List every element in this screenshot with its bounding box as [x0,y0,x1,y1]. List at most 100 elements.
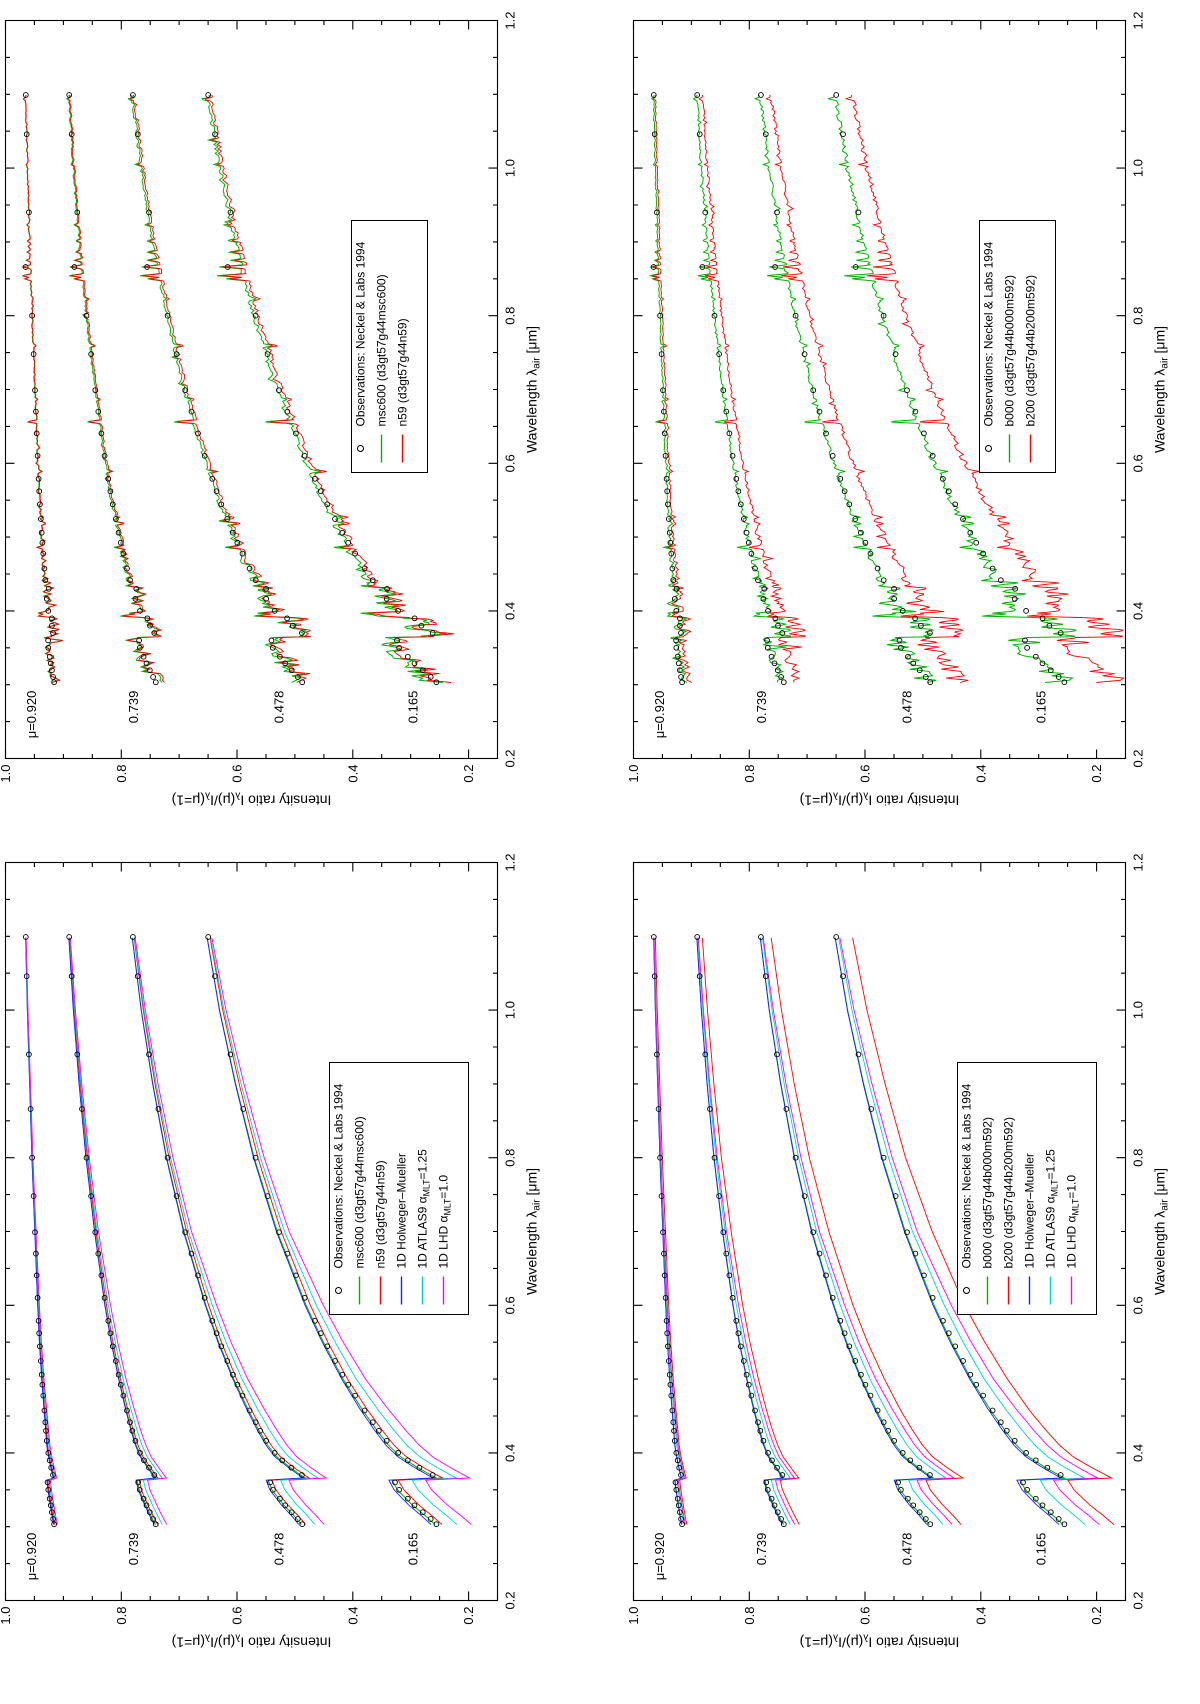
series-b000-mu-0.920 [648,94,688,683]
plot-area [650,934,1115,1528]
series-1d-holweger-mueller-mu-0.920 [25,937,55,1525]
mu-label: μ=0.920 [652,691,667,739]
x-tick-label: 0.2 [503,1591,518,1609]
series-n59-mu-0.920 [25,937,56,1525]
legend: Observations: Neckel & Labs 1994 msc600 (… [351,220,428,473]
series-b200-mu-0.739 [701,937,800,1525]
series-msc600-mu-0.920 [25,937,55,1525]
mu-label: 0.739 [754,1533,769,1566]
series-b000-mu-0.165 [827,94,1077,683]
series-1d-holweger-mueller-mu-0.739 [696,937,784,1525]
legend-label: Observations: Neckel & Labs 1994 [332,1083,346,1268]
plot-frame [4,19,499,760]
series-1d-lhd-mu-0.165 [839,937,1100,1525]
legend-label: Observations: Neckel & Labs 1994 [960,1083,974,1268]
plot-area [20,92,455,686]
series-1d-lhd-mu-0.165 [211,937,472,1525]
obs-circles-mu-0.920 [22,92,57,686]
series-1d-atlas9-mu-0.478 [762,937,948,1525]
series-b200-mu-0.165 [852,937,1115,1525]
panel-spectra-hydro: 0.2 0.4 0.6 0.8 1.0 1.2 0.2 0.4 0.6 0.8 1.0 Wavelen… [0,11,545,811]
x-tick-label: 1.0 [503,1001,518,1019]
series-b200-mu-0.478 [765,94,969,683]
mu-label: 0.478 [271,1533,286,1566]
series-b200-mu-0.920 [650,94,693,683]
legend-circle-symbol [335,1287,342,1294]
series-1d-lhd-mu-0.739 [69,937,168,1525]
legend-circle-symbol [357,445,364,452]
mu-label: 0.739 [126,1533,141,1566]
x-tick-label: 0.2 [503,749,518,767]
mu-label: 0.478 [271,691,286,724]
series-1d-atlas9-mu-0.739 [697,937,792,1525]
series-msc600-mu-0.478 [127,94,307,683]
legend-label: b000 (d3gt57g44b000m592) [1003,275,1017,426]
y-tick-label: 0.8 [742,765,757,783]
x-tick-label: 0.2 [1131,1591,1146,1609]
y-axis-label: Intensity ratio Iλ(μ)/Iλ(μ=1) [172,1631,332,1650]
legend-label: msc600 (d3gt57g44msc600) [375,274,389,426]
legend-label: 1D ATLAS9 αMLT=1.25 [1044,1149,1060,1269]
series-b000-mu-0.739 [692,94,792,683]
series-n59-mu-0.739 [66,94,165,683]
obs-circles-mu-0.478 [758,92,934,686]
series-1d-holweger-mueller-mu-0.920 [653,937,683,1525]
legend: Observations: Neckel & Labs 1994 b000 (d3… [957,1062,1097,1315]
obs-circles-mu-0.739 [694,934,787,1528]
legend-label: n59 (d3gt57g44n59) [396,318,410,426]
y-tick-label: 1.0 [0,765,13,783]
series-1d-holweger-mueller-mu-0.739 [68,937,156,1525]
legend-circle-symbol [963,1287,970,1294]
x-axis-label: Wavelength λair [μm] [1152,326,1171,453]
series-1d-atlas9-mu-0.165 [210,937,459,1525]
mu-label: 0.165 [1034,691,1049,724]
series-1d-lhd-mu-0.478 [134,937,328,1525]
plot-area [648,92,1125,686]
obs-circles-mu-0.739 [66,934,159,1528]
chart-svg-continuum-hydro: 0.2 0.4 0.6 0.8 1.0 1.2 0.2 0.4 0.6 0.8 1.0 Wavelen… [0,853,543,1650]
y-tick-label: 0.2 [461,765,476,783]
y-tick-label: 1.0 [628,765,642,783]
legend: Observations: Neckel & Labs 1994 msc600 (… [329,1062,469,1315]
axis-tick-labels: 0.2 0.4 0.6 0.8 1.0 1.2 0.2 0.4 0.6 0.8 1.0 [626,853,1146,1625]
series-n59-mu-0.478 [133,937,311,1525]
y-tick-label: 0.4 [973,765,988,783]
chart-svg-continuum-magnetic: 0.2 0.4 0.6 0.8 1.0 1.2 0.2 0.4 0.6 0.8 1.0 Wavelen… [626,853,1171,1650]
y-tick-label: 0.6 [858,1607,873,1625]
series-1d-holweger-mueller-mu-0.165 [834,937,1063,1525]
mu-label: 0.739 [754,691,769,724]
legend-label: 1D ATLAS9 αMLT=1.25 [416,1149,432,1269]
x-tick-label: 1.2 [503,853,518,871]
mu-label: μ=0.920 [24,691,39,739]
series-1d-atlas9-mu-0.920 [25,937,57,1525]
series-msc600-mu-0.165 [201,94,447,683]
mu-label: 0.739 [126,691,141,724]
mu-label: 0.165 [1034,1533,1049,1566]
obs-circles-mu-0.920 [650,92,685,686]
legend-label: b200 (d3gt57g44b200m592) [1002,1117,1016,1268]
series-b200-mu-0.478 [770,937,965,1525]
obs-circles-mu-0.478 [758,934,934,1528]
x-axis-label: Wavelength λair [μm] [1152,1168,1171,1295]
plot-area [22,934,472,1528]
y-tick-label: 0.2 [1089,1607,1104,1625]
legend-label: Observations: Neckel & Labs 1994 [982,241,996,426]
series-1d-atlas9-mu-0.920 [653,937,685,1525]
obs-circles-mu-0.739 [66,92,159,686]
y-tick-label: 0.8 [742,1607,757,1625]
series-b200-mu-0.165 [844,94,1125,683]
y-axis-label: Intensity ratio Iλ(μ)/Iλ(μ=1) [800,789,960,808]
obs-circles-mu-0.165 [205,92,440,686]
obs-circles-mu-0.739 [694,92,787,686]
series-1d-lhd-mu-0.920 [653,937,686,1525]
obs-circles-mu-0.478 [130,92,306,686]
y-tick-label: 0.2 [1089,765,1104,783]
series-b200-mu-0.739 [698,94,807,683]
x-tick-label: 1.0 [1131,159,1146,177]
obs-circles-mu-0.165 [205,934,440,1528]
series-b200-mu-0.920 [654,937,688,1525]
legend-label: 1D Holweger–Mueller [395,1153,409,1268]
series-n59-mu-0.739 [69,937,159,1525]
x-tick-label: 1.0 [503,159,518,177]
x-tick-label: 0.8 [1131,1149,1146,1167]
